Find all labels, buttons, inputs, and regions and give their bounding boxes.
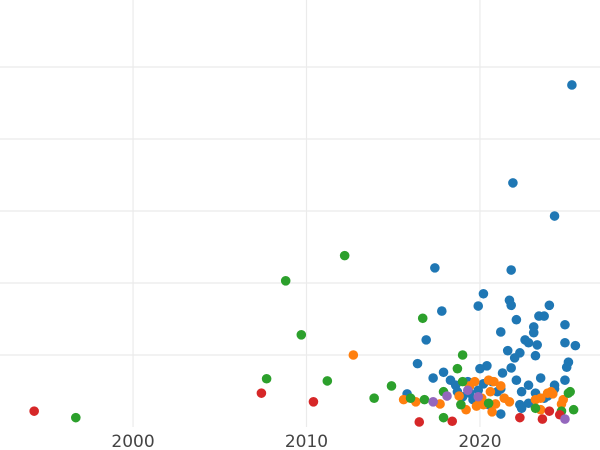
- data-point: [495, 327, 506, 337]
- data-point: [454, 391, 464, 401]
- data-point: [523, 337, 534, 348]
- data-point: [497, 368, 508, 378]
- data-point: [485, 386, 496, 397]
- data-point: [469, 376, 480, 387]
- data-points: [29, 80, 581, 427]
- data-point: [489, 376, 499, 387]
- data-point: [506, 265, 516, 275]
- data-point: [548, 389, 558, 399]
- data-point: [509, 353, 520, 363]
- data-point: [537, 414, 548, 424]
- data-point: [473, 391, 484, 402]
- data-point: [475, 363, 485, 374]
- data-point: [535, 373, 546, 383]
- data-point: [405, 393, 416, 403]
- data-point: [369, 393, 379, 403]
- x-axis-ticks: 2000 2010 2020: [111, 432, 501, 450]
- data-point: [516, 403, 527, 414]
- data-point: [447, 416, 458, 427]
- data-point: [515, 412, 525, 423]
- data-point: [516, 386, 527, 397]
- data-point: [417, 313, 428, 324]
- gridlines: [0, 0, 600, 427]
- data-point: [560, 319, 570, 330]
- data-point: [495, 409, 506, 419]
- data-point: [560, 375, 570, 385]
- data-point: [473, 301, 484, 311]
- data-point: [322, 376, 333, 386]
- data-point: [421, 335, 431, 345]
- data-point: [544, 300, 555, 311]
- data-point: [528, 327, 539, 338]
- data-point: [386, 381, 397, 391]
- data-point: [560, 414, 570, 424]
- data-point: [29, 406, 39, 416]
- data-point: [428, 396, 438, 407]
- data-point: [308, 396, 319, 407]
- data-point: [561, 362, 572, 373]
- data-point: [483, 398, 494, 409]
- data-point: [348, 350, 359, 360]
- data-point: [511, 375, 522, 385]
- data-point: [504, 396, 515, 407]
- data-point: [339, 250, 350, 261]
- data-point: [487, 407, 497, 417]
- data-point: [544, 406, 555, 416]
- data-point: [478, 288, 489, 299]
- data-point: [565, 386, 575, 397]
- data-point: [296, 330, 307, 340]
- x-tick-label: 2010: [285, 432, 328, 450]
- data-point: [549, 211, 560, 221]
- data-point: [568, 404, 579, 415]
- data-point: [508, 178, 518, 188]
- data-point: [506, 363, 516, 373]
- data-point: [570, 340, 581, 351]
- data-point: [438, 367, 449, 378]
- data-point: [430, 263, 440, 273]
- x-tick-label: 2020: [458, 432, 501, 450]
- data-point: [495, 381, 506, 391]
- data-point: [532, 340, 543, 350]
- data-point: [539, 311, 549, 321]
- data-point: [567, 80, 577, 90]
- data-point: [419, 394, 430, 405]
- data-point: [456, 399, 466, 410]
- data-point: [463, 385, 473, 396]
- data-point: [261, 373, 272, 384]
- data-point: [530, 403, 541, 414]
- data-point: [560, 337, 570, 348]
- data-point: [457, 350, 468, 360]
- data-point: [280, 276, 291, 286]
- data-point: [71, 412, 81, 423]
- data-point: [490, 399, 501, 409]
- data-point: [442, 391, 452, 401]
- data-point: [412, 358, 423, 369]
- data-point: [452, 363, 463, 374]
- data-point: [530, 350, 541, 361]
- data-point: [256, 388, 267, 398]
- data-point: [556, 399, 567, 409]
- data-point: [511, 314, 522, 325]
- data-point: [438, 412, 449, 423]
- x-tick-label: 2000: [111, 432, 154, 450]
- data-point: [457, 376, 468, 387]
- data-point: [437, 306, 447, 316]
- data-point: [414, 417, 425, 427]
- data-point: [523, 380, 534, 391]
- data-point: [506, 300, 516, 311]
- data-point: [535, 393, 546, 403]
- data-point: [428, 373, 438, 383]
- data-point: [502, 345, 513, 356]
